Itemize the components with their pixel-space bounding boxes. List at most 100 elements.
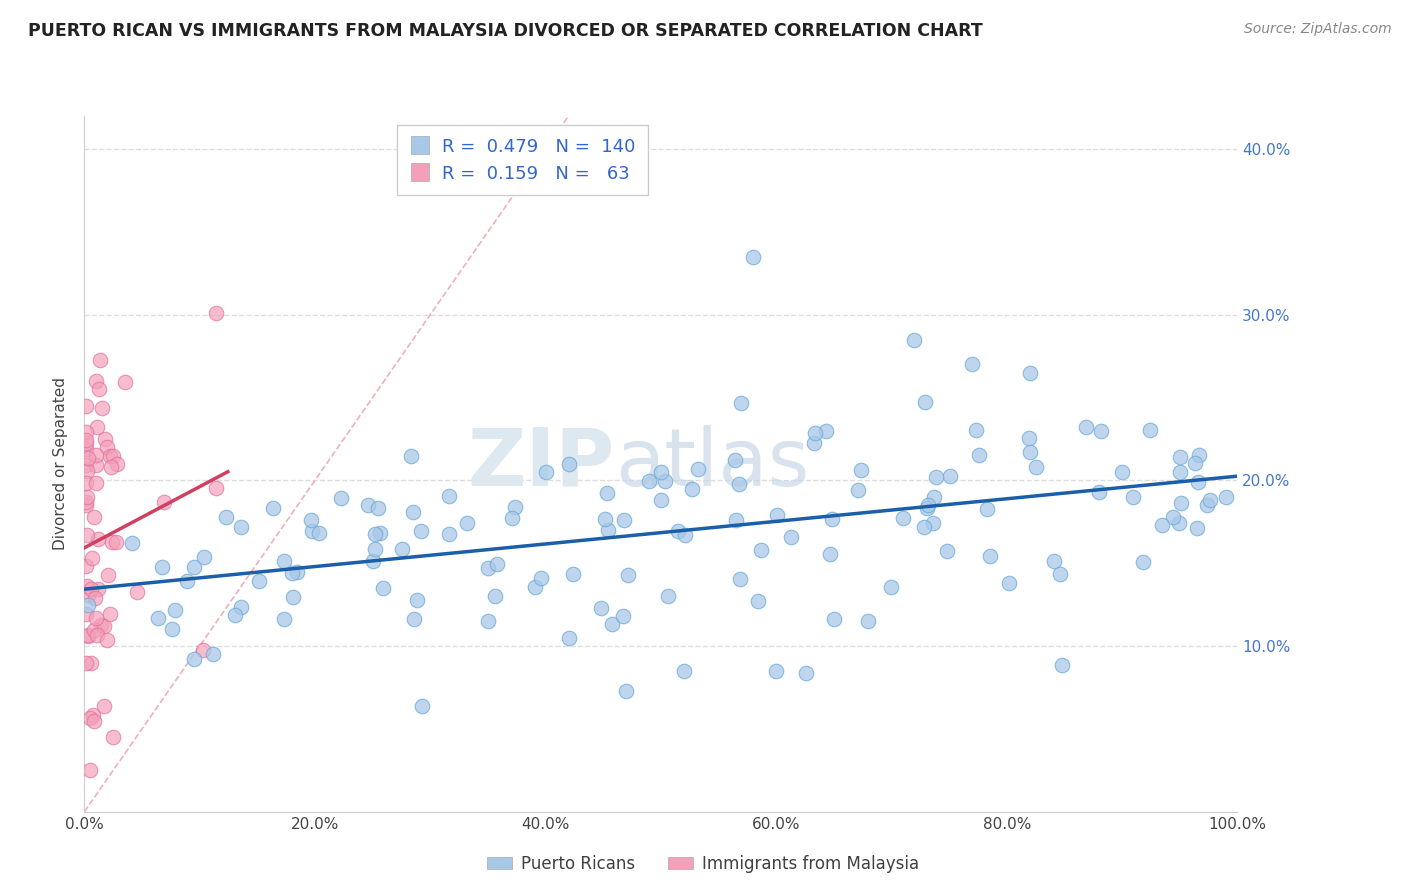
Point [979, 549, 1001, 563]
Point [82, 708, 104, 723]
Point [273, 611, 295, 625]
Point [357, 498, 380, 512]
Point [76, 579, 98, 593]
Point [823, 612, 845, 626]
Text: PUERTO RICAN VS IMMIGRANTS FROM MALAYSIA DIVORCED OR SEPARATED CORRELATION CHART: PUERTO RICAN VS IMMIGRANTS FROM MALAYSIA… [28, 22, 983, 40]
Point [76, 558, 98, 573]
Point [1122, 491, 1144, 505]
Point [87, 582, 110, 596]
Point [150, 560, 173, 574]
Point [602, 617, 624, 632]
Point [299, 513, 322, 527]
Point [77, 598, 100, 612]
Point [75, 498, 97, 512]
Point [747, 594, 769, 608]
Point [742, 250, 765, 264]
Point [86, 476, 108, 491]
Point [75, 458, 97, 473]
Point [960, 358, 983, 372]
Point [1018, 366, 1040, 380]
Point [725, 513, 748, 527]
Point [477, 561, 499, 575]
Point [103, 449, 125, 463]
Point [93, 699, 115, 714]
Point [596, 523, 619, 537]
Point [75, 656, 97, 670]
Point [437, 526, 460, 541]
Point [330, 491, 353, 505]
Point [903, 333, 925, 347]
Point [730, 572, 752, 586]
Point [86, 628, 108, 642]
Point [86, 533, 108, 547]
Point [165, 603, 187, 617]
Legend: R =  0.479   N =  140, R =  0.159   N =   63: R = 0.479 N = 140, R = 0.159 N = 63 [396, 125, 648, 195]
Point [501, 511, 523, 525]
Point [100, 459, 122, 474]
Text: atlas: atlas [614, 425, 808, 503]
Point [98, 607, 121, 622]
Point [503, 500, 526, 515]
Point [936, 544, 959, 558]
Point [308, 525, 330, 540]
Point [858, 614, 880, 628]
Point [780, 530, 803, 544]
Point [912, 520, 935, 534]
Point [86, 448, 108, 462]
Point [914, 395, 936, 409]
Point [399, 449, 422, 463]
Point [183, 652, 205, 666]
Point [80, 656, 103, 670]
Point [456, 516, 478, 530]
Point [1199, 492, 1222, 507]
Point [76, 464, 98, 478]
Point [723, 453, 745, 467]
Point [486, 558, 509, 572]
Point [121, 535, 143, 549]
Legend: Puerto Ricans, Immigrants from Malaysia: Puerto Ricans, Immigrants from Malaysia [481, 848, 925, 880]
Point [83, 623, 105, 637]
Point [998, 576, 1021, 591]
Point [89, 353, 111, 368]
Point [728, 477, 751, 491]
Point [83, 591, 105, 606]
Point [1168, 465, 1191, 479]
Point [373, 582, 395, 596]
Point [1042, 554, 1064, 568]
Point [880, 580, 903, 594]
Point [183, 559, 205, 574]
Point [681, 482, 703, 496]
Point [1167, 516, 1189, 530]
Point [1150, 518, 1173, 533]
Point [201, 647, 224, 661]
Point [1088, 484, 1111, 499]
Point [75, 433, 97, 447]
Point [363, 542, 385, 557]
Text: Source: ZipAtlas.com: Source: ZipAtlas.com [1244, 22, 1392, 37]
Point [205, 306, 228, 320]
Point [75, 495, 97, 509]
Point [1025, 460, 1047, 475]
Point [765, 508, 787, 523]
Point [367, 500, 389, 515]
Point [967, 448, 990, 462]
Point [247, 574, 270, 589]
Point [281, 566, 304, 580]
Point [596, 486, 619, 500]
Point [406, 592, 429, 607]
Point [75, 399, 97, 413]
Point [617, 568, 640, 582]
Point [84, 458, 107, 472]
Point [650, 492, 672, 507]
Point [83, 714, 105, 728]
Point [1018, 431, 1040, 445]
Point [1090, 424, 1112, 438]
Point [657, 589, 679, 603]
Point [1049, 566, 1071, 581]
Point [97, 568, 120, 582]
Point [1050, 657, 1073, 672]
Point [91, 401, 114, 415]
Point [1139, 423, 1161, 437]
Point [1215, 490, 1237, 504]
Point [477, 614, 499, 628]
